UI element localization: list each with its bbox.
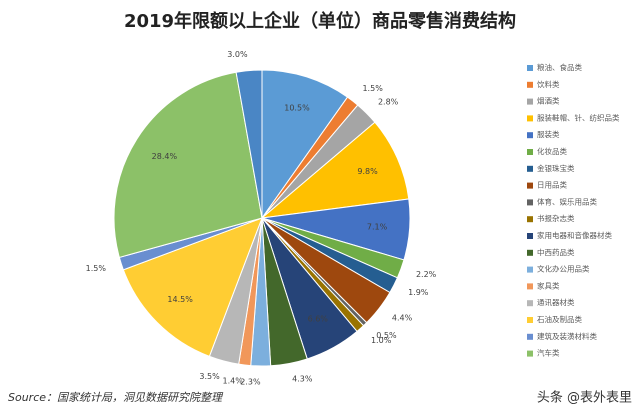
value-label: 1.5%: [362, 84, 383, 93]
legend-swatch: [527, 199, 533, 206]
legend-swatch: [527, 266, 533, 273]
value-label: 0.5%: [376, 331, 397, 340]
pie-slice: [113, 71, 263, 259]
value-label: 1.4%: [222, 376, 243, 385]
legend-swatch: [527, 233, 533, 239]
legend-label: 石油及制品类: [537, 314, 582, 324]
legend-label: 化妆品类: [537, 146, 567, 156]
value-label: 14.5%: [167, 295, 193, 304]
legend-swatch: [527, 81, 533, 88]
value-label: 28.4%: [152, 152, 178, 161]
value-label: 2.3%: [240, 377, 261, 386]
source: Source：国家统计局，洞见数据研究院整理: [8, 391, 224, 404]
value-label: 2.8%: [378, 98, 399, 107]
legend-swatch: [527, 283, 533, 290]
value-label: 6.6%: [308, 315, 329, 324]
legend-label: 建筑及装潢材料类: [537, 331, 597, 341]
legend-label: 通讯器材类: [537, 297, 575, 307]
value-label: 3.5%: [199, 372, 220, 381]
legend-label: 文化办公用品类: [537, 264, 590, 274]
legend-label: 家用电器和音像器材类: [537, 230, 612, 240]
value-label: 7.1%: [367, 223, 388, 232]
legend-label: 中西药品类: [537, 247, 575, 257]
value-label: 1.0%: [371, 336, 392, 345]
legend-swatch: [527, 65, 533, 71]
legend-label: 日用品类: [537, 180, 567, 190]
pie-slice: [260, 121, 410, 219]
legend-swatch: [527, 317, 533, 323]
pie-slice: [122, 217, 263, 357]
legend-label: 烟酒类: [537, 96, 560, 106]
legend-label: 粮油、食品类: [537, 62, 582, 72]
pie-slice: [235, 69, 263, 219]
legend-label: 服装类: [537, 129, 560, 139]
legend-swatch: [527, 115, 533, 122]
chart-title: 2019年限额以上企业（单位）商品零售消费结构: [124, 10, 516, 32]
legend-label: 金银珠宝类: [537, 163, 575, 173]
legend-label: 服装鞋帽、针、纺织品类: [537, 112, 620, 122]
legend-swatch: [527, 149, 533, 155]
legend-swatch: [527, 216, 533, 223]
pie-slice: [261, 69, 349, 220]
legend-label: 书报杂志类: [537, 213, 575, 223]
legend-label: 饮料类: [537, 79, 560, 89]
legend-swatch: [527, 165, 533, 172]
legend-swatch: [527, 98, 533, 105]
value-label: 10.5%: [284, 103, 310, 112]
value-label: 4.4%: [392, 314, 413, 323]
legend-swatch: [527, 249, 533, 256]
value-label: 2.2%: [416, 270, 437, 279]
value-label: 1.5%: [86, 264, 107, 273]
value-label: 1.9%: [408, 288, 429, 297]
watermark: 头条 @表外表里: [537, 390, 632, 406]
value-label: 9.8%: [357, 167, 378, 176]
legend-label: 家具类: [537, 280, 560, 290]
legend-label: 体育、娱乐用品类: [537, 196, 597, 206]
legend-label: 汽车类: [537, 348, 560, 358]
legend-swatch: [527, 132, 533, 139]
legend-swatch: [527, 182, 533, 189]
value-label: 3.0%: [227, 50, 248, 59]
legend-swatch: [527, 350, 533, 357]
value-label: 4.3%: [292, 375, 313, 384]
legend-swatch: [527, 333, 533, 340]
legend-swatch: [527, 300, 533, 307]
